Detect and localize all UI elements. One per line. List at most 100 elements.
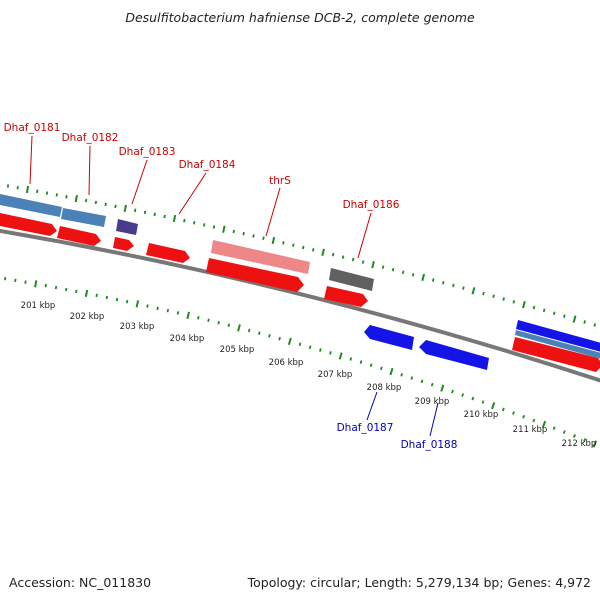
minor-tick [125, 299, 129, 304]
minor-tick [115, 297, 119, 302]
minor-tick [532, 305, 536, 310]
footer-accession: Accession: NC_011830 [9, 575, 152, 590]
minor-tick [4, 276, 7, 281]
gene-label-dhaf-0182[interactable]: Dhaf_0182 [62, 132, 119, 144]
scale-label: 206 kbp [269, 358, 304, 368]
gene-label-dhaf-0184[interactable]: Dhaf_0184 [179, 159, 236, 171]
minor-tick [341, 255, 345, 259]
minor-tick [502, 297, 505, 301]
gene-bar-thrs[interactable] [211, 240, 310, 274]
major-tick [237, 324, 241, 332]
minor-tick [212, 225, 216, 229]
gene-bar-dhaf-0183[interactable] [116, 219, 138, 235]
gene-arrow-dhaf-0188[interactable] [419, 340, 489, 370]
major-tick [287, 337, 292, 346]
minor-tick [202, 223, 206, 227]
major-tick [572, 315, 577, 323]
minor-tick [282, 241, 285, 245]
major-tick [34, 280, 38, 288]
minor-tick [242, 231, 245, 236]
minor-tick [462, 286, 465, 290]
minor-tick [55, 193, 58, 197]
major-tick [74, 195, 78, 203]
minor-tick [331, 252, 335, 257]
minor-tick [227, 323, 231, 328]
gene-bar-dhaf-0186[interactable] [329, 268, 374, 291]
minor-tick [54, 285, 58, 290]
scale-label: 211 kbp [513, 425, 548, 435]
major-tick [541, 420, 547, 428]
gene-arrow-3 [113, 237, 134, 251]
minor-tick [143, 210, 147, 215]
minor-tick [311, 248, 315, 252]
minor-tick [24, 280, 27, 284]
minor-tick [351, 257, 355, 262]
gene-arrow-4 [146, 243, 190, 263]
gene-arrow-1 [0, 213, 57, 236]
minor-tick [247, 328, 251, 333]
minor-tick [217, 320, 220, 325]
minor-tick [451, 389, 454, 394]
minor-tick [512, 300, 516, 304]
gene-label-dhaf-0183[interactable]: Dhaf_0183 [119, 146, 176, 158]
major-tick [135, 300, 140, 308]
major-tick [321, 248, 325, 256]
minor-tick [329, 351, 332, 355]
minor-tick [16, 186, 19, 190]
minor-tick [563, 314, 566, 318]
forward-label-leaders [29, 135, 372, 259]
minor-tick [552, 311, 556, 316]
minor-tick [431, 278, 435, 282]
gene-bar-dhaf-0182[interactable] [61, 208, 106, 227]
gene-bar-right-blue [516, 320, 600, 352]
minor-tick [542, 308, 546, 313]
gene-label-dhaf-0188[interactable]: Dhaf_0188 [401, 439, 458, 451]
scale-label: 207 kbp [318, 370, 353, 380]
gene-arrow-6 [324, 286, 368, 307]
major-tick [25, 185, 30, 194]
reverse-label-leaders [366, 391, 439, 437]
gene-arrow-7 [512, 337, 600, 372]
minor-tick [163, 214, 166, 219]
scale-label: 208 kbp [367, 383, 402, 393]
lower-tick-row [4, 276, 598, 448]
minor-tick [183, 218, 186, 223]
gene-bar-right-steel [515, 330, 600, 359]
minor-tick [492, 294, 495, 299]
minor-tick [262, 236, 265, 241]
minor-tick [207, 318, 210, 323]
upper-tick-row [6, 184, 597, 327]
gene-arrow-2 [57, 226, 101, 246]
gene-label-thrs[interactable]: thrS [269, 175, 291, 187]
gene-label-dhaf-0186[interactable]: Dhaf_0186 [343, 199, 400, 211]
minor-tick [452, 283, 455, 288]
minor-tick [252, 234, 255, 238]
major-tick [222, 225, 226, 233]
major-tick [271, 236, 276, 245]
gene-label-dhaf-0181[interactable]: Dhaf_0181 [4, 122, 61, 134]
major-tick [84, 289, 89, 297]
gene-label-dhaf-0187[interactable]: Dhaf_0187 [337, 422, 394, 434]
minor-tick [14, 278, 17, 283]
major-tick [491, 402, 496, 410]
minor-tick [361, 260, 365, 264]
minor-tick [552, 426, 556, 431]
gene-bar-dhaf-0181[interactable] [0, 193, 62, 217]
minor-tick [65, 287, 68, 292]
scale-label: 202 kbp [70, 312, 105, 322]
major-tick [123, 204, 127, 212]
gene-arrow-5 [206, 258, 304, 292]
minor-tick [302, 245, 305, 250]
minor-tick [482, 291, 485, 296]
minor-tick [522, 414, 526, 419]
scale-label: 209 kbp [415, 397, 450, 407]
minor-tick [562, 430, 566, 434]
minor-tick [573, 434, 576, 438]
gene-arrow-dhaf-0187[interactable] [364, 325, 414, 350]
minor-tick [532, 418, 536, 423]
minor-tick [65, 195, 68, 199]
minor-tick [411, 273, 415, 277]
minor-tick [401, 270, 405, 275]
minor-tick [359, 360, 363, 364]
